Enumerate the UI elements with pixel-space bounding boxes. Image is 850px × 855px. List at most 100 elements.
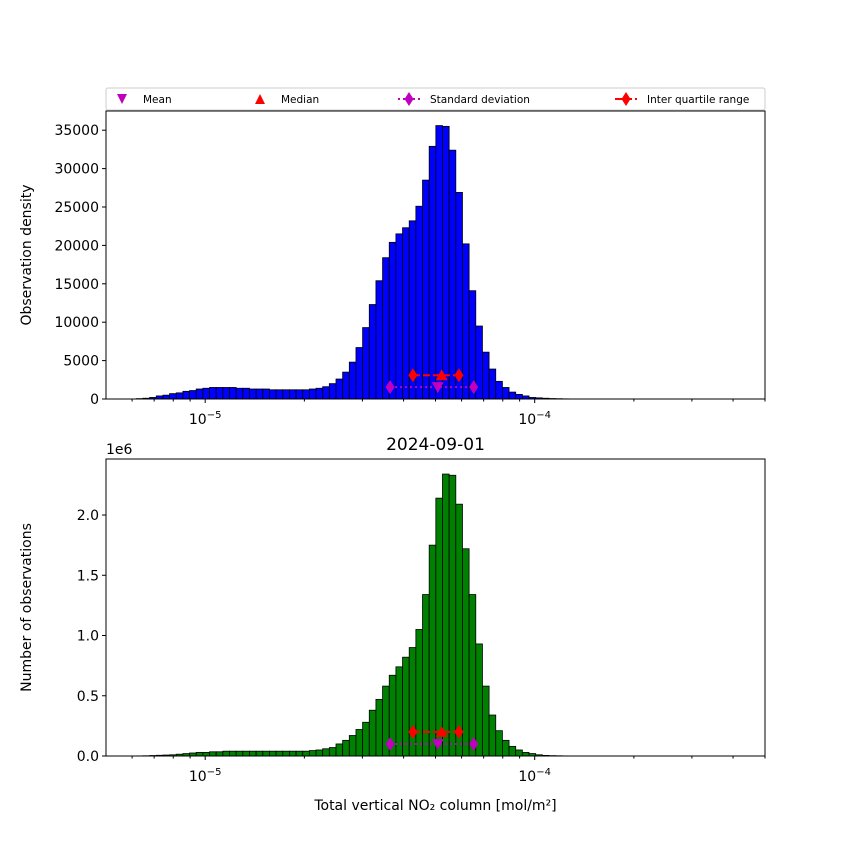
histogram-bar <box>316 750 323 756</box>
histogram-bar <box>449 475 456 756</box>
histogram-bar <box>469 595 476 756</box>
histogram-bar <box>429 146 436 399</box>
histogram-bar <box>449 150 456 399</box>
histogram-bar <box>303 390 310 399</box>
histogram-bar <box>336 744 343 756</box>
histogram-bar <box>442 474 449 756</box>
histogram-bar <box>389 242 396 399</box>
histogram-bar <box>223 387 230 399</box>
histogram-bar <box>316 388 323 399</box>
histogram-bar <box>163 395 170 399</box>
legend-label: Inter quartile range <box>647 94 749 106</box>
histogram-bar <box>216 752 223 756</box>
histogram-bar <box>210 387 217 399</box>
y-tick-label: 2.0 <box>77 508 99 524</box>
histogram-bar <box>236 751 243 756</box>
histogram-bar <box>436 498 443 756</box>
offset-text: 1e6 <box>106 442 133 458</box>
legend-label: Mean <box>143 94 172 106</box>
histogram-bar <box>170 394 177 399</box>
y-tick-label: 25000 <box>54 200 99 216</box>
histogram-bar <box>256 751 263 756</box>
y-tick-label: 0.5 <box>77 689 99 705</box>
histogram-bar <box>210 752 217 756</box>
histogram-bar <box>283 390 290 399</box>
histogram-bar <box>482 352 489 399</box>
y-tick-label: 1.5 <box>77 568 99 584</box>
histogram-bar <box>276 390 283 399</box>
histogram-bar <box>243 388 250 399</box>
histogram-bar <box>343 372 350 399</box>
histogram-bar <box>176 393 183 399</box>
histogram-bar <box>236 388 243 399</box>
histogram-bar <box>356 348 363 399</box>
histogram-bar <box>396 234 403 399</box>
histogram-bar <box>462 549 469 756</box>
histogram-bar <box>203 752 210 756</box>
histogram-bar <box>369 305 376 399</box>
histogram-bar <box>442 126 449 399</box>
histogram-bar <box>376 281 383 399</box>
histogram-bar <box>296 390 303 399</box>
y-tick-label: 5000 <box>63 354 99 370</box>
histogram-bar <box>263 389 270 399</box>
histogram-bar <box>509 392 516 399</box>
histogram-bar <box>423 180 430 399</box>
histogram-bar <box>196 389 203 399</box>
histogram-bar <box>502 387 509 399</box>
histogram-bar <box>429 545 436 756</box>
histogram-bar <box>456 192 463 399</box>
histogram-bar <box>309 389 316 399</box>
histogram-bar <box>436 126 443 399</box>
histogram-bar <box>489 369 496 399</box>
histogram-bar <box>196 752 203 756</box>
histogram-bar <box>476 644 483 756</box>
x-tick-label: 10−4 <box>518 767 551 785</box>
histogram-bar <box>269 751 276 756</box>
chart-title: 2024-09-01 <box>386 435 485 455</box>
histogram-bar <box>522 752 529 756</box>
histogram-bar <box>489 715 496 756</box>
legend: Mean Median Standard deviation Inter quarti… <box>106 88 765 110</box>
histogram-bar <box>349 362 356 399</box>
histogram-bar <box>289 751 296 756</box>
y-tick-label: 1.0 <box>77 629 99 645</box>
y-tick-label: 10000 <box>54 315 99 331</box>
y-tick-label: 0.0 <box>77 749 99 765</box>
legend-label: Standard deviation <box>430 94 530 106</box>
histogram-bar <box>403 657 410 756</box>
histogram-bar <box>223 751 230 756</box>
legend-label: Median <box>281 94 319 106</box>
histogram-bar <box>482 686 489 756</box>
histogram-bar <box>283 751 290 756</box>
histogram-bar <box>243 751 250 756</box>
histogram-bar <box>409 648 416 756</box>
x-axis-label: Total vertical NO₂ column [mol/m²] <box>313 798 556 814</box>
histogram-bar <box>203 388 210 399</box>
histogram-bar <box>323 749 330 756</box>
histogram-bar <box>230 751 237 756</box>
histogram-bar <box>496 381 503 399</box>
histogram-bar <box>289 390 296 399</box>
histogram-bar <box>329 384 336 399</box>
histogram-bar <box>509 746 516 756</box>
histogram-bar <box>516 750 523 756</box>
histogram-bar <box>336 379 343 399</box>
histogram-bar <box>303 751 310 756</box>
histogram-bar <box>309 751 316 756</box>
histogram-bar <box>230 387 237 399</box>
histogram-bar <box>263 751 270 756</box>
histogram-bar <box>323 387 330 399</box>
histogram-bar <box>216 387 223 399</box>
y-axis-label: Observation density <box>19 184 35 325</box>
histogram-bar <box>190 391 197 399</box>
histogram-bar <box>502 740 509 756</box>
histogram-bar <box>396 667 403 756</box>
histogram-bar <box>329 748 336 756</box>
histogram-bar <box>363 722 370 756</box>
histogram-bar <box>496 731 503 756</box>
